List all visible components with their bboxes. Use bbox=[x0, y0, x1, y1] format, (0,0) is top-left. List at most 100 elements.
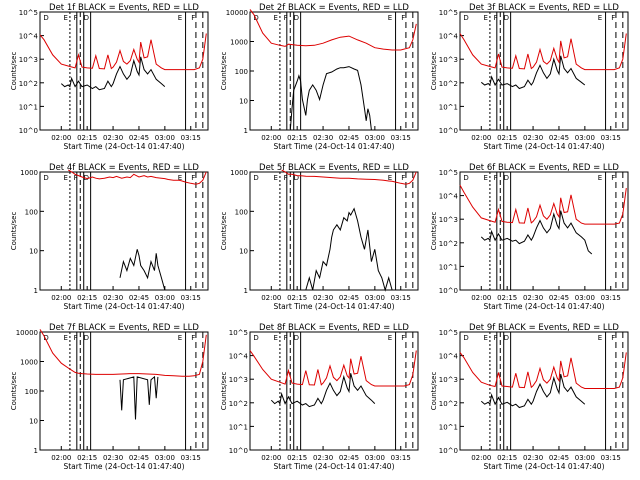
marker-letter: E bbox=[598, 14, 602, 22]
marker-letter: E bbox=[64, 174, 68, 182]
y-tick-label: 10^4 bbox=[439, 33, 459, 41]
marker-letter: F bbox=[611, 14, 615, 22]
chart-panel-6: Det 6f BLACK = Events, RED = LLD 10^0 10^1… bbox=[430, 163, 629, 311]
y-tick-label: 1 bbox=[34, 287, 38, 295]
marker-letter: D bbox=[253, 174, 258, 182]
y-tick-label: 1 bbox=[244, 287, 248, 295]
marker-letter: E bbox=[274, 14, 278, 22]
y-tick-label: 10^4 bbox=[439, 353, 459, 361]
lld-series-line bbox=[39, 329, 207, 377]
events-series-line bbox=[60, 56, 166, 91]
marker-letter: D bbox=[294, 174, 299, 182]
marker-letter: E bbox=[388, 14, 392, 22]
y-tick-label: 10^3 bbox=[439, 216, 458, 224]
y-tick-label: 10^2 bbox=[439, 80, 458, 88]
events-series-line bbox=[305, 207, 406, 292]
y-tick-label: 1000 bbox=[20, 169, 38, 177]
y-tick-label: 10^5 bbox=[439, 169, 458, 177]
events-series-line bbox=[270, 373, 376, 408]
marker-letter: F bbox=[191, 14, 195, 22]
y-axis-title: Counts/sec bbox=[220, 212, 228, 251]
y-tick-label: 1 bbox=[244, 127, 248, 135]
chart-title: Det 6f BLACK = Events, RED = LLD bbox=[469, 163, 619, 173]
chart-panel-1: Det 1f BLACK = Events, RED = LLD 10^0 10^1… bbox=[10, 3, 209, 151]
y-tick-label: 10^4 bbox=[19, 33, 39, 41]
lld-series-line bbox=[249, 350, 417, 387]
y-tick-label: 10^0 bbox=[229, 447, 248, 455]
y-tick-label: 10^3 bbox=[19, 56, 38, 64]
marker-letter: D bbox=[504, 174, 509, 182]
chart-title: Det 2f BLACK = Events, RED = LLD bbox=[259, 3, 409, 13]
marker-letter: F bbox=[74, 334, 78, 342]
y-tick-label: 10^4 bbox=[229, 353, 249, 361]
y-axis-title: Counts/sec bbox=[220, 372, 228, 411]
y-tick-label: 10 bbox=[29, 418, 38, 426]
chart-panel-8: Det 8f BLACK = Events, RED = LLD 10^0 10^1… bbox=[220, 323, 419, 471]
y-axis-title: Counts/sec bbox=[430, 212, 438, 251]
x-tick-label: 03:00 bbox=[155, 134, 175, 142]
marker-letter: D bbox=[253, 334, 258, 342]
events-series-line bbox=[480, 210, 593, 255]
x-tick-label: 02:30 bbox=[313, 134, 333, 142]
marker-letter: D bbox=[294, 14, 299, 22]
chart-title: Det 1f BLACK = Events, RED = LLD bbox=[49, 3, 199, 13]
marker-letter: F bbox=[611, 334, 615, 342]
x-tick-label: 02:45 bbox=[129, 454, 149, 462]
x-tick-label: 02:15 bbox=[287, 134, 307, 142]
chart-panel-3: Det 3f BLACK = Events, RED = LLD 10^0 10^1… bbox=[430, 3, 629, 151]
x-tick-label: 02:00 bbox=[51, 134, 71, 142]
marker-letter: E bbox=[64, 334, 68, 342]
y-tick-label: 10^1 bbox=[229, 423, 248, 431]
chart-title: Det 4f BLACK = Events, RED = LLD bbox=[49, 163, 199, 173]
chart-title: Det 3f BLACK = Events, RED = LLD bbox=[469, 3, 619, 13]
x-tick-label: 02:45 bbox=[549, 454, 569, 462]
x-tick-label: 02:15 bbox=[77, 454, 97, 462]
marker-letter: F bbox=[284, 334, 288, 342]
y-tick-label: 10^2 bbox=[439, 240, 458, 248]
x-tick-label: 02:30 bbox=[313, 294, 333, 302]
x-tick-label: 02:15 bbox=[497, 294, 517, 302]
marker-letter: F bbox=[284, 14, 288, 22]
marker-letter: F bbox=[611, 174, 615, 182]
marker-letter: F bbox=[494, 334, 498, 342]
y-axis-title: Counts/sec bbox=[430, 52, 438, 91]
marker-letter: E bbox=[484, 174, 488, 182]
x-tick-label: 02:00 bbox=[261, 134, 281, 142]
plot-frame bbox=[39, 11, 209, 131]
y-tick-label: 10^5 bbox=[439, 9, 458, 17]
marker-letter: E bbox=[388, 334, 392, 342]
chart-panel-5: Det 5f BLACK = Events, RED = LLD 1 10 100 10… bbox=[220, 163, 419, 311]
marker-letter: D bbox=[84, 334, 89, 342]
x-tick-label: 02:00 bbox=[51, 294, 71, 302]
plot-frame bbox=[39, 331, 209, 451]
y-axis-title: Counts/sec bbox=[10, 212, 18, 251]
plot-frame bbox=[249, 331, 419, 451]
x-axis-title: Start Time (24-Oct-14 01:47:40) bbox=[483, 142, 604, 151]
y-axis-title: Counts/sec bbox=[220, 52, 228, 91]
marker-letter: E bbox=[484, 334, 488, 342]
lld-series-line bbox=[281, 169, 417, 185]
marker-letter: F bbox=[74, 174, 78, 182]
y-tick-label: 100 bbox=[25, 388, 38, 396]
marker-letter: F bbox=[494, 174, 498, 182]
events-series-line bbox=[289, 66, 384, 131]
plot-frame bbox=[249, 171, 419, 291]
x-tick-label: 03:15 bbox=[391, 134, 411, 142]
marker-letter: D bbox=[294, 334, 299, 342]
y-tick-label: 10^0 bbox=[439, 287, 458, 295]
chart-panel-2: Det 2f BLACK = Events, RED = LLD 1 10 100 10… bbox=[220, 3, 419, 151]
y-axis-title: Counts/sec bbox=[10, 372, 18, 411]
events-series-line bbox=[119, 375, 159, 420]
y-tick-label: 10 bbox=[239, 248, 248, 256]
y-tick-label: 10 bbox=[239, 98, 248, 106]
marker-letter: E bbox=[178, 14, 182, 22]
marker-letter: F bbox=[284, 174, 288, 182]
marker-letter: F bbox=[74, 14, 78, 22]
marker-letter: E bbox=[484, 14, 488, 22]
x-tick-label: 03:00 bbox=[365, 454, 385, 462]
x-tick-label: 03:15 bbox=[181, 454, 201, 462]
marker-letter: E bbox=[178, 334, 182, 342]
x-axis-title: Start Time (24-Oct-14 01:47:40) bbox=[63, 142, 184, 151]
x-tick-label: 03:00 bbox=[365, 134, 385, 142]
